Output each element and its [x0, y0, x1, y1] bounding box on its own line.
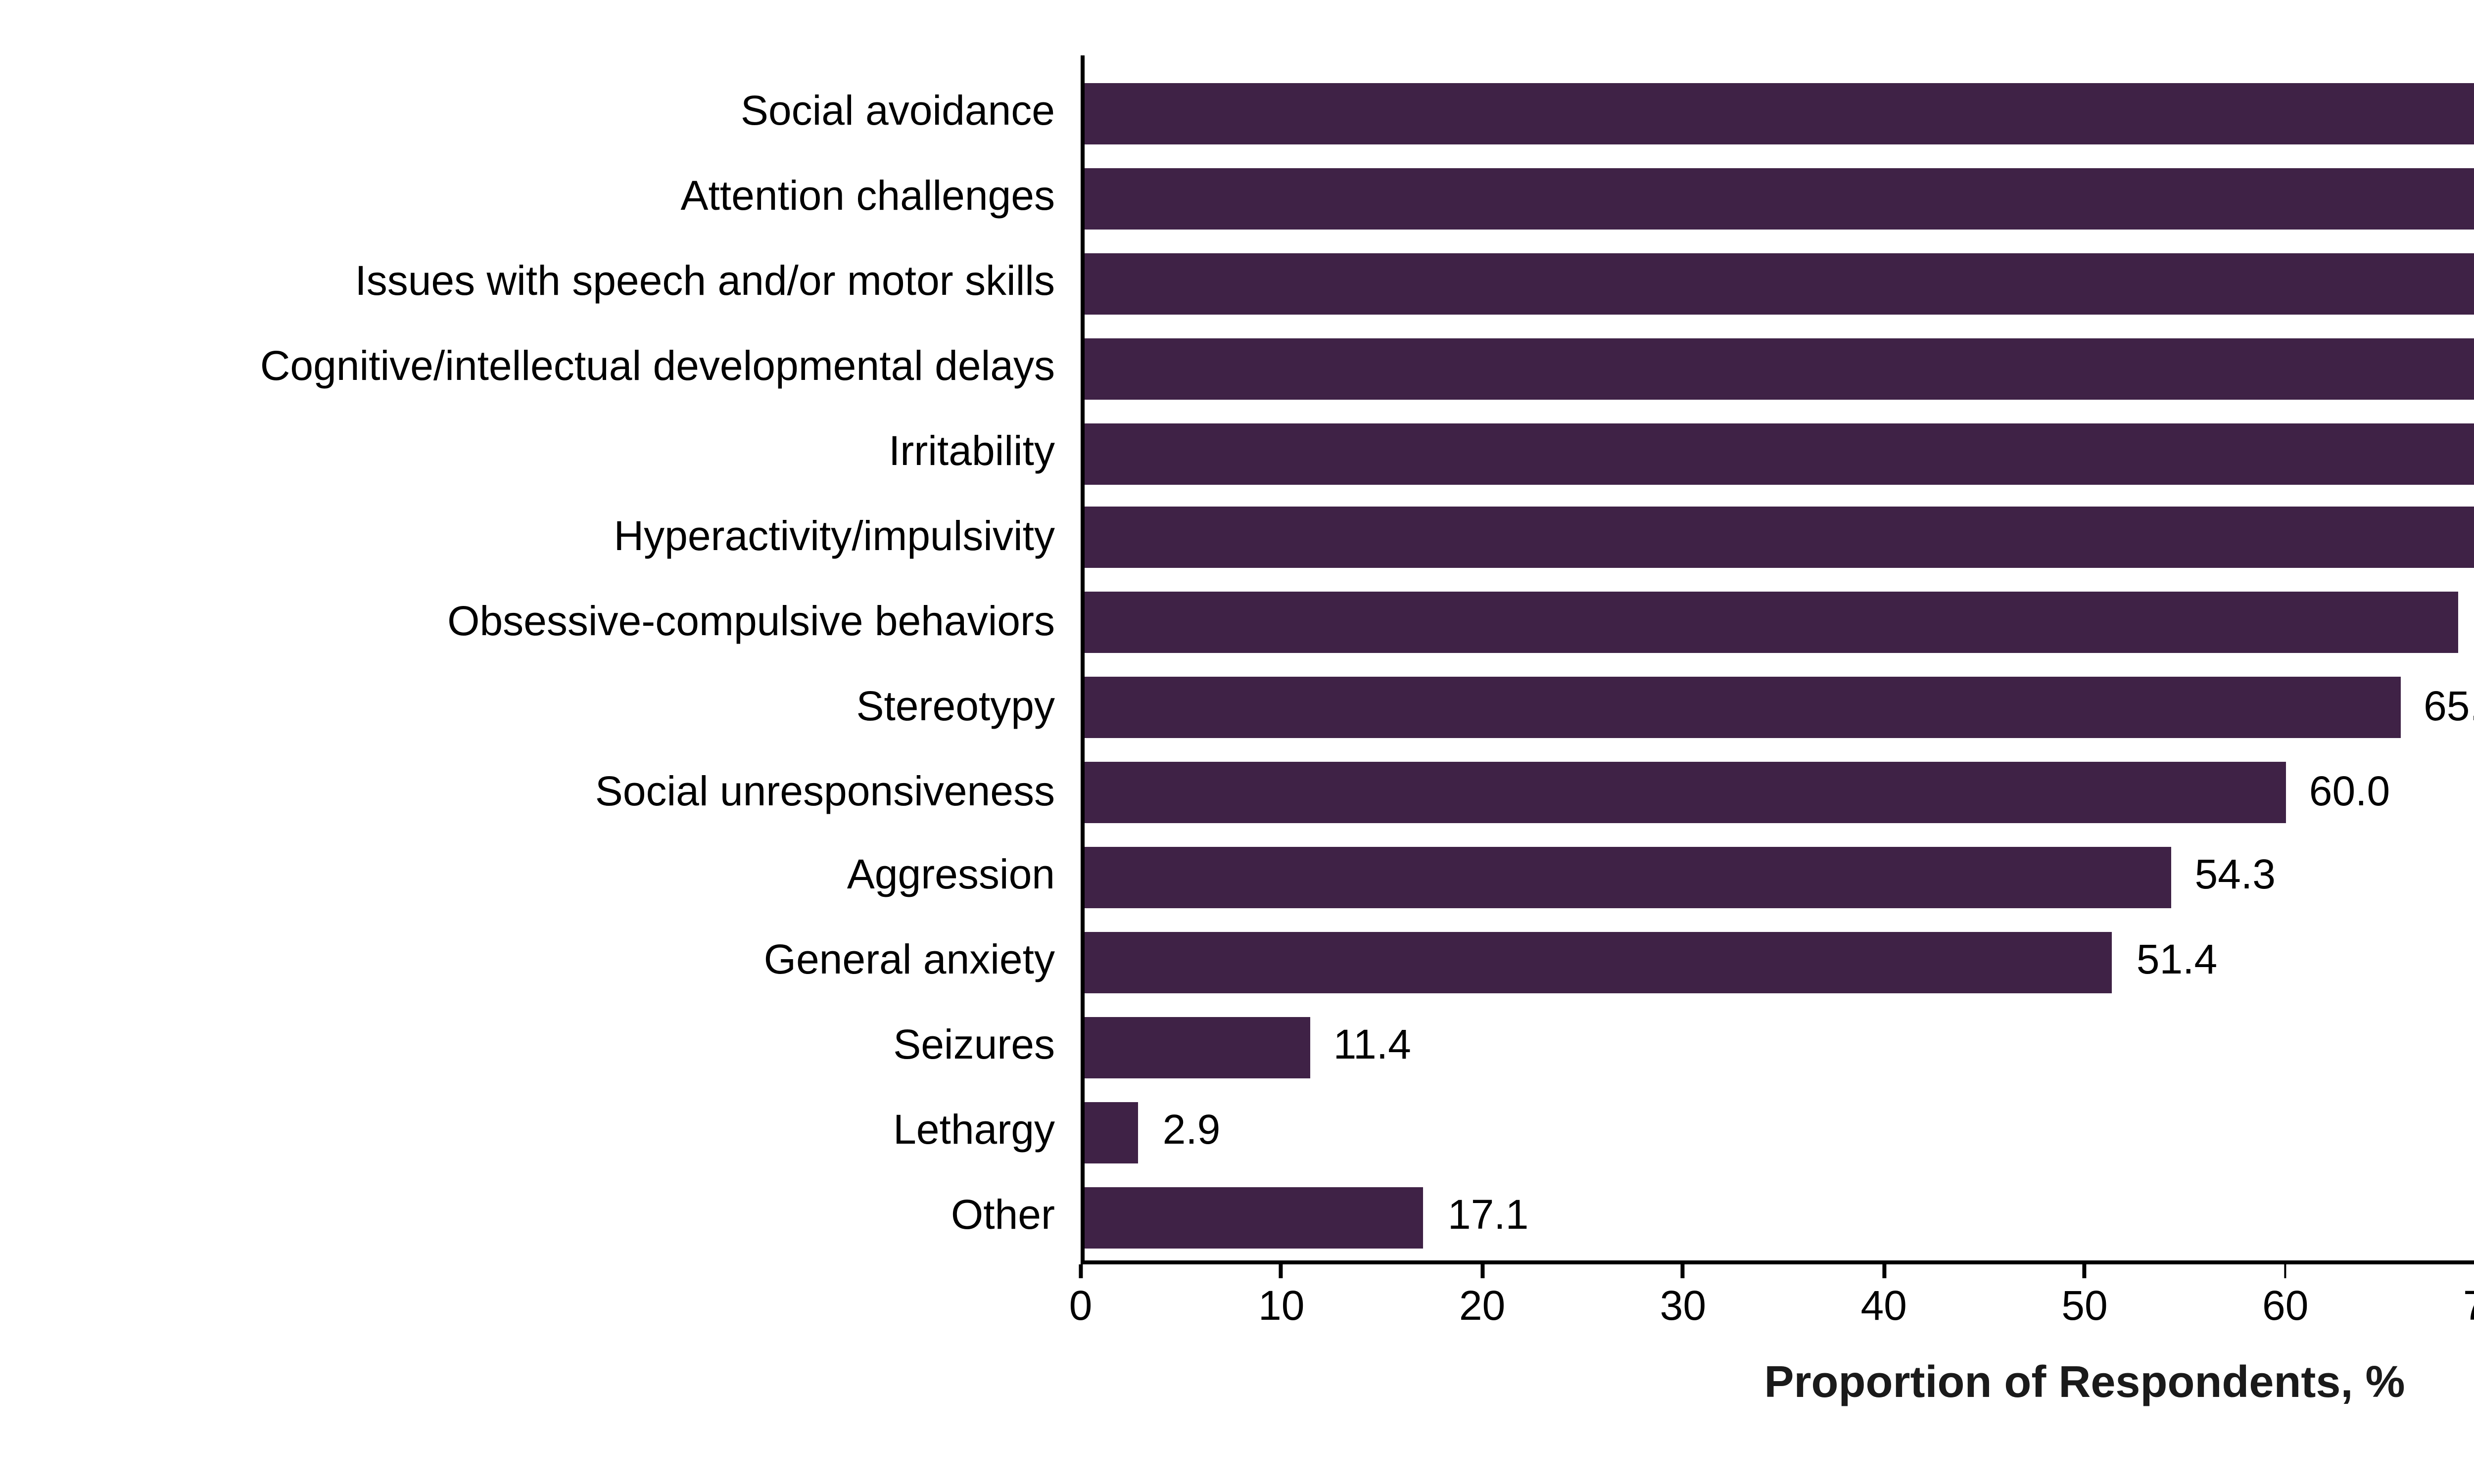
bar-row: Cognitive/intellectual developmental del… — [0, 326, 2474, 411]
bar-value-label: 17.1 — [1447, 1193, 1529, 1239]
x-tick-label: 20 — [1459, 1284, 1506, 1330]
bar — [1081, 677, 2400, 739]
bar — [1081, 762, 2285, 824]
x-tick-label: 0 — [1069, 1284, 1093, 1330]
x-tick-mark — [2284, 1264, 2287, 1278]
bar-row: Social avoidance 100 — [0, 71, 2474, 156]
category-label: Aggression — [847, 853, 1055, 899]
bar-track: 88.6 — [1081, 337, 2474, 399]
bar-row: Obsessive-compulsive behaviors 68.6 — [0, 580, 2474, 665]
bar-track: 68.6 — [1081, 592, 2474, 654]
bar-track: 60.0 — [1081, 762, 2474, 824]
bar-row: General anxiety 51.4 — [0, 920, 2474, 1005]
x-tick-mark — [1280, 1264, 1284, 1278]
bar-rows: Social avoidance 100 Attention challenges 1… — [0, 71, 2474, 1259]
bar — [1081, 507, 2474, 569]
x-tick-label: 70 — [2463, 1284, 2474, 1332]
bar — [1081, 592, 2458, 654]
bar-track: 100 — [1081, 168, 2474, 230]
bar — [1081, 252, 2474, 314]
bar-row: Stereotypy 65.7 — [0, 665, 2474, 750]
bar-row: Other 17.1 — [0, 1174, 2474, 1259]
bar-track: 17.1 — [1081, 1186, 2474, 1248]
bar-track: 54.3 — [1081, 846, 2474, 908]
x-tick-mark — [1079, 1264, 1083, 1278]
bar — [1081, 1186, 1424, 1248]
bar — [1081, 83, 2474, 144]
x-tick-mark — [1480, 1264, 1484, 1278]
x-tick-mark — [1882, 1264, 1886, 1278]
bar-track: 11.4 — [1081, 1016, 2474, 1078]
y-axis-line — [1081, 55, 1085, 1262]
bar-row: Attention challenges 100 — [0, 156, 2474, 241]
category-label: Issues with speech and/or motor skills — [355, 259, 1055, 305]
bar-track: 51.4 — [1081, 931, 2474, 993]
bar-value-label: 51.4 — [2136, 938, 2218, 984]
bar-value-label: 65.7 — [2424, 684, 2474, 730]
bar-row: Hyperactivity/impulsivity 71.4 — [0, 496, 2474, 581]
bar-track: 71.4 — [1081, 507, 2474, 569]
x-tick-mark — [1681, 1264, 1685, 1278]
x-tick-label: 50 — [2061, 1284, 2108, 1330]
x-tick-label: 10 — [1258, 1284, 1305, 1330]
x-axis-line — [1081, 1260, 2474, 1264]
category-label: Social avoidance — [740, 90, 1055, 136]
x-tick-mark — [2083, 1264, 2087, 1278]
bar-row: Aggression 54.3 — [0, 835, 2474, 920]
bar — [1081, 1016, 1310, 1078]
bar — [1081, 337, 2474, 399]
category-label: Cognitive/intellectual developmental del… — [260, 344, 1055, 390]
bar-value-label: 2.9 — [1162, 1108, 1221, 1154]
bar-row: Seizures 11.4 — [0, 1005, 2474, 1090]
bar — [1081, 846, 2171, 908]
category-label: General anxiety — [763, 938, 1055, 984]
category-label: Lethargy — [893, 1108, 1055, 1154]
bar-track: 74.3 — [1081, 422, 2474, 484]
x-axis-title: Proportion of Respondents, % — [1764, 1357, 2405, 1407]
bar — [1081, 1101, 1139, 1163]
bar-value-label: 60.0 — [2309, 769, 2390, 815]
bar-track: 100 — [1081, 83, 2474, 144]
x-tick-label: 60 — [2262, 1284, 2309, 1330]
bar-row: Social unresponsiveness 60.0 — [0, 750, 2474, 835]
x-axis-ticks: 0102030405060708090100 — [1069, 1260, 2474, 1340]
category-label: Hyperactivity/impulsivity — [614, 514, 1055, 560]
category-label: Stereotypy — [856, 684, 1055, 730]
category-label: Seizures — [893, 1023, 1055, 1069]
x-tick-label: 30 — [1660, 1284, 1707, 1330]
bar-row: Lethargy 2.9 — [0, 1090, 2474, 1175]
x-tick-label: 40 — [1860, 1284, 1907, 1330]
category-label: Irritability — [888, 429, 1055, 475]
bar — [1081, 422, 2474, 484]
bar-value-label: 54.3 — [2194, 853, 2276, 899]
bar-row: Irritability 74.3 — [0, 411, 2474, 496]
bar — [1081, 931, 2113, 993]
category-label: Obsessive-compulsive behaviors — [447, 599, 1055, 645]
bar — [1081, 168, 2474, 230]
bar-track: 88.6 — [1081, 252, 2474, 314]
category-label: Other — [951, 1193, 1055, 1239]
category-label: Attention challenges — [680, 175, 1055, 221]
bar-row: Issues with speech and/or motor skills 88… — [0, 241, 2474, 326]
bar-track: 65.7 — [1081, 677, 2474, 739]
category-label: Social unresponsiveness — [595, 769, 1055, 815]
bar-track: 2.9 — [1081, 1101, 2474, 1163]
bar-value-label: 11.4 — [1333, 1023, 1411, 1069]
